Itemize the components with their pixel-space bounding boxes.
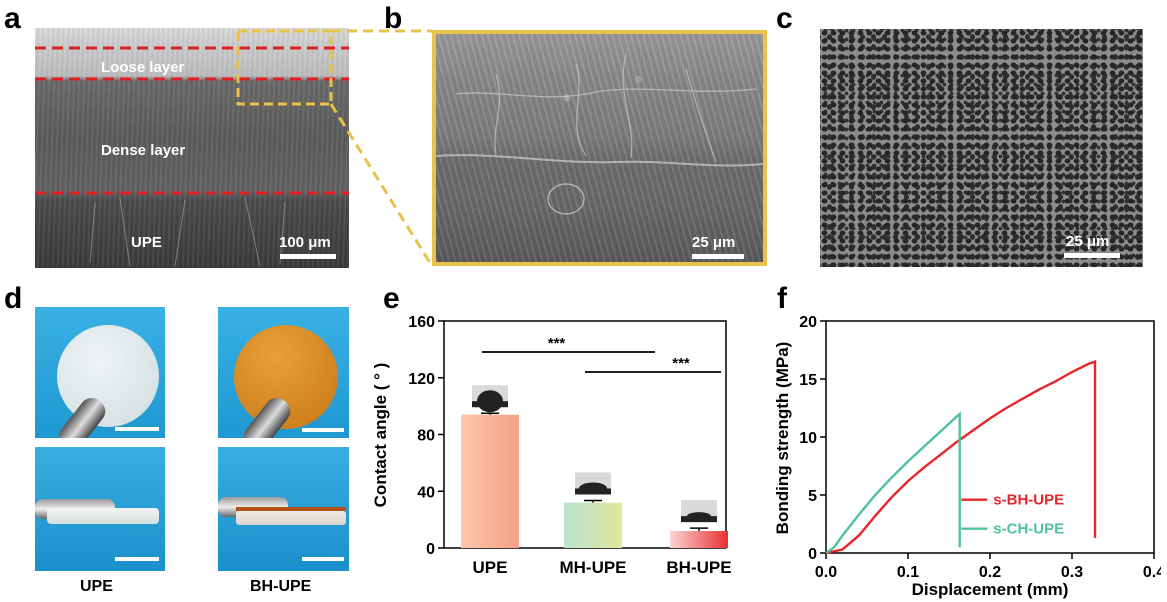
photo-upe-side [35, 447, 165, 571]
series-line-s-ch-upe [825, 411, 961, 554]
significance-label: *** [672, 355, 690, 372]
zoom-inset-box [236, 29, 333, 106]
y-axis-label: Bonding strength (MPa) [776, 342, 792, 535]
scale-bar-d1 [115, 427, 159, 431]
x-tick-label: MH-UPE [559, 558, 626, 577]
x-tick-label: UPE [473, 558, 508, 577]
x-tick-label: BH-UPE [666, 558, 731, 577]
photo-upe-top [35, 307, 165, 438]
layer-markers [35, 29, 349, 267]
panel-label-a: a [4, 2, 21, 35]
panel-label-d: d [4, 282, 23, 315]
sem-cross-section-image: Loose layer Dense layer UPE 100 μm [35, 28, 349, 268]
scale-bar-c [1064, 253, 1120, 258]
y-tick-label: 0 [808, 546, 817, 563]
scale-bar-b [692, 254, 744, 259]
scale-bar-d3 [115, 557, 159, 561]
droplet-substrate [472, 401, 508, 408]
y-tick-label: 0 [426, 541, 435, 558]
upe-disc [57, 325, 159, 427]
loose-layer-label: Loose layer [101, 59, 185, 76]
scale-bar-d4 [302, 557, 344, 561]
bar-bh-upe [670, 530, 728, 548]
bonding-strength-chart: 0 5 10 15 20 0.0 0.1 0.2 0.3 0.4 s-BH-UPE s-CH-UPE… [776, 314, 1161, 599]
plot-frame [825, 320, 1155, 554]
panel-label-e: e [383, 282, 400, 315]
sem-porous-surface-image: 25 μm [820, 29, 1143, 267]
y-tick-label: 20 [799, 314, 817, 331]
photo-bh-upe-top [218, 307, 349, 438]
dense-layer-label: Dense layer [101, 142, 186, 159]
droplet-substrate [681, 516, 717, 523]
x-tick-label: 0.0 [815, 564, 837, 581]
y-tick-label: 10 [799, 430, 817, 447]
legend-label: s-CH-UPE [993, 521, 1064, 538]
scale-bar-label-b: 25 μm [692, 234, 736, 251]
upe-layer-label: UPE [131, 234, 162, 251]
caption-bh-upe: BH-UPE [250, 578, 312, 595]
caption-upe: UPE [80, 578, 113, 595]
droplet-substrate [575, 488, 611, 495]
upe-disc-side [47, 508, 159, 524]
bh-upe-disc-side [236, 511, 346, 525]
panel-label-b: b [384, 2, 403, 35]
y-tick-label: 80 [417, 428, 435, 445]
sem-zoom-image: 25 μm [432, 30, 767, 266]
scale-bar-label-c: 25 μm [1066, 233, 1110, 250]
legend-label: s-BH-UPE [993, 492, 1064, 509]
bar-mh-upe [564, 502, 622, 548]
panel-label-f: f [777, 282, 787, 315]
x-tick-label: 0.1 [897, 564, 919, 581]
scale-bar-a [280, 254, 336, 259]
y-tick-label: 160 [408, 314, 435, 331]
x-tick-label: 0.2 [979, 564, 1001, 581]
y-tick-label: 15 [799, 372, 817, 389]
bar-upe [461, 414, 519, 548]
series-line-s-bh-upe [825, 359, 1097, 555]
contact-angle-chart: 0 40 80 120 160 *** *** UPE MH-UPE BH-UPE Conta… [372, 314, 732, 577]
significance-label: *** [548, 335, 566, 352]
y-axis-label: Contact angle ( ° ) [372, 363, 390, 508]
scale-bar-d2 [302, 428, 344, 432]
scale-bar-label-a: 100 μm [279, 234, 331, 251]
photo-bh-upe-side [218, 447, 349, 571]
x-axis-label: Displacement (mm) [912, 580, 1069, 599]
bh-coating-layer [236, 507, 346, 511]
x-tick-label: 0.3 [1061, 564, 1083, 581]
panel-label-c: c [776, 2, 793, 35]
y-tick-label: 40 [417, 484, 435, 501]
y-tick-label: 5 [808, 488, 817, 505]
x-tick-label: 0.4 [1143, 564, 1161, 581]
y-tick-label: 120 [408, 371, 435, 388]
